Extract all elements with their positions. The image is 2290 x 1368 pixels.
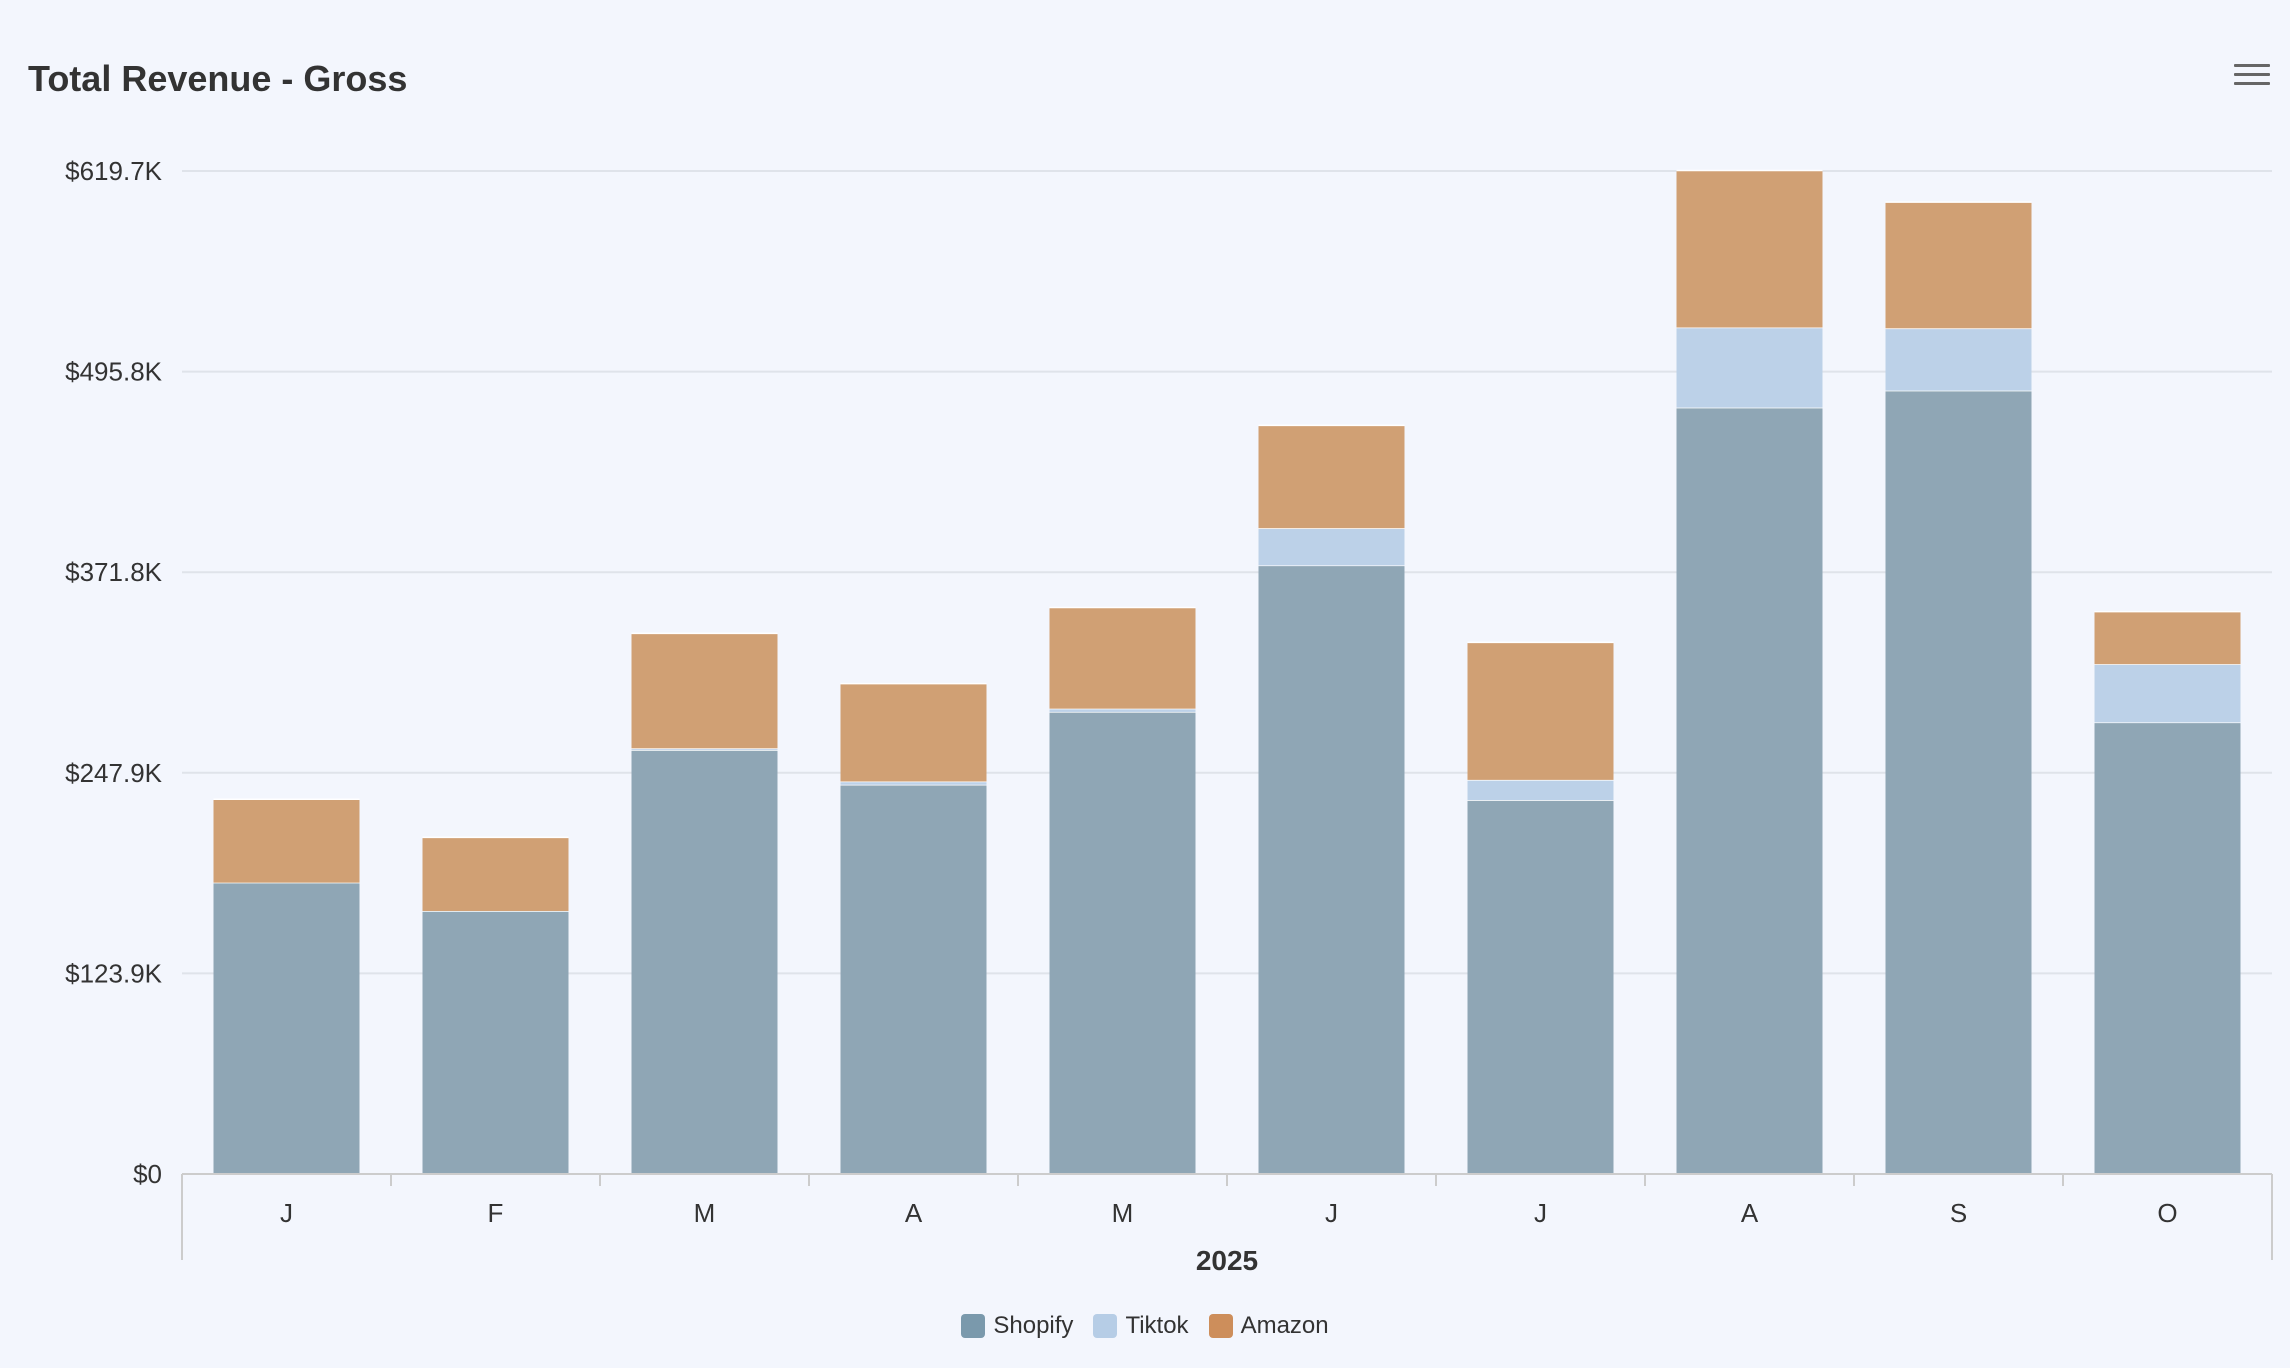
legend-item-tiktok[interactable]: Tiktok <box>1093 1312 1189 1340</box>
legend-swatch <box>961 1314 986 1338</box>
bar-segment-shopify[interactable] <box>1885 390 2032 1174</box>
legend-swatch <box>1093 1314 1118 1338</box>
bar-segment-shopify[interactable] <box>422 910 569 1174</box>
bar-segment-shopify[interactable] <box>631 749 778 1174</box>
bar-segment-shopify[interactable] <box>1258 565 1405 1174</box>
x-tick-label: O <box>2157 1198 2177 1228</box>
x-axis-label: 2025 <box>1196 1245 1258 1276</box>
y-tick-label: $371.8K <box>65 557 163 587</box>
bar-segment-tiktok[interactable] <box>1676 327 1823 408</box>
chart-title: Total Revenue - Gross <box>28 58 408 99</box>
x-tick-label: J <box>280 1198 293 1228</box>
x-tick-label: A <box>1741 1198 1759 1228</box>
bar-segment-tiktok[interactable] <box>1258 528 1405 566</box>
hamburger-menu-icon[interactable] <box>2234 64 2270 96</box>
bar-segment-shopify[interactable] <box>213 882 360 1174</box>
y-tick-label: $495.8K <box>65 357 163 387</box>
bar-segment-amazon[interactable] <box>840 683 987 782</box>
x-tick-label: M <box>1112 1198 1134 1228</box>
bar-segment-tiktok[interactable] <box>1885 328 2032 391</box>
x-tick-label: M <box>694 1198 716 1228</box>
bar-segment-amazon[interactable] <box>1049 607 1196 709</box>
bar-segment-shopify[interactable] <box>840 784 987 1174</box>
legend-item-shopify[interactable]: Shopify <box>961 1312 1073 1340</box>
bar-segment-shopify[interactable] <box>2094 722 2241 1174</box>
bar-segment-amazon[interactable] <box>1467 642 1614 780</box>
bar-segment-shopify[interactable] <box>1467 800 1614 1174</box>
x-tick-label: S <box>1950 1198 1967 1228</box>
legend-item-amazon[interactable]: Amazon <box>1208 1312 1329 1340</box>
x-tick-label: A <box>905 1198 923 1228</box>
bar-segment-shopify[interactable] <box>1049 711 1196 1174</box>
legend-label: Amazon <box>1240 1312 1329 1339</box>
legend: Shopify Tiktok Amazon <box>0 1312 2290 1340</box>
bar-segment-amazon[interactable] <box>2094 611 2241 665</box>
bar-segment-tiktok[interactable] <box>2094 664 2241 723</box>
x-tick-label: J <box>1534 1198 1547 1228</box>
bar-segment-amazon[interactable] <box>1676 170 1823 328</box>
bar-segment-tiktok[interactable] <box>840 781 987 785</box>
y-tick-label: $619.7K <box>65 156 163 186</box>
y-tick-label: $247.9K <box>65 758 163 788</box>
bar-segment-tiktok[interactable] <box>1467 779 1614 801</box>
bar-segment-amazon[interactable] <box>213 799 360 883</box>
bar-segment-amazon[interactable] <box>1258 425 1405 529</box>
bar-stacks <box>213 169 2241 1174</box>
x-tick-label: F <box>488 1198 504 1228</box>
y-tick-label: $123.9K <box>65 958 163 988</box>
axes: $0 $123.9K $247.9K $371.8K $495.8K $619.7K J F M… <box>65 156 2273 1276</box>
bar-segment-shopify[interactable] <box>1676 407 1823 1174</box>
bar-segment-tiktok[interactable] <box>1049 708 1196 712</box>
bar-segment-amazon[interactable] <box>422 837 569 911</box>
x-tick-label: J <box>1325 1198 1338 1228</box>
legend-label: Shopify <box>993 1312 1074 1339</box>
legend-label: Tiktok <box>1125 1312 1189 1339</box>
bar-segment-amazon[interactable] <box>1885 202 2032 329</box>
bar-segment-amazon[interactable] <box>631 633 778 749</box>
legend-swatch <box>1208 1314 1233 1338</box>
bar-segment-tiktok[interactable] <box>631 748 778 750</box>
y-tick-label: $0 <box>133 1159 162 1189</box>
